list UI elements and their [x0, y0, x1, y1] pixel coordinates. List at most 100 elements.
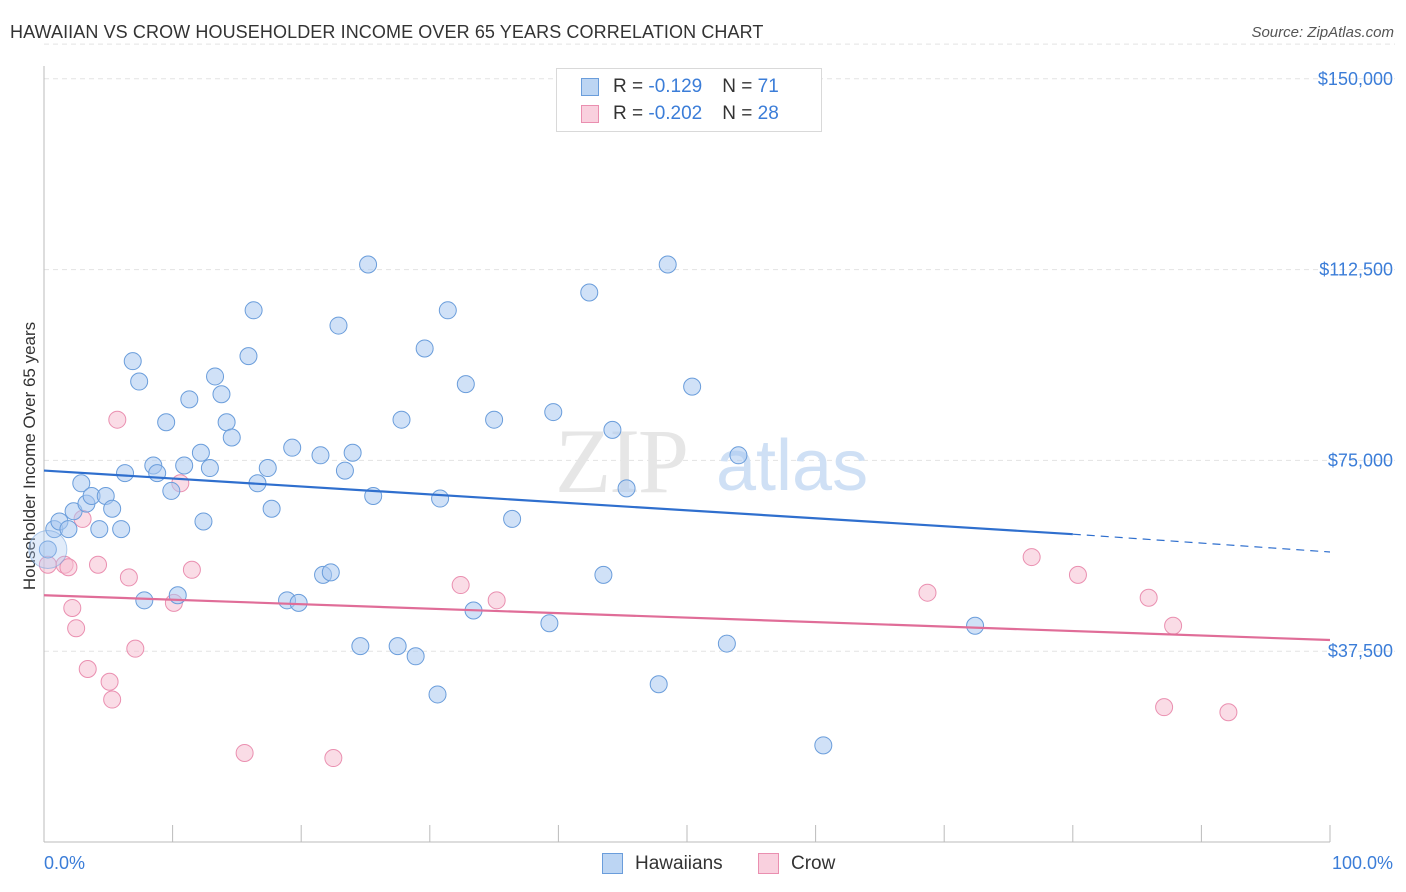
hawaiians-point: [392, 410, 411, 429]
hawaiians-point: [194, 512, 213, 531]
hawaiians-point: [388, 637, 407, 656]
hawaiians-point: [244, 301, 263, 320]
hawaiians-point: [191, 443, 210, 462]
hawaiians-point: [103, 499, 122, 518]
y-tick-labels: $37,500 $75,000 $112,500 $150,000: [1318, 69, 1393, 661]
hawaiians-legend-swatch: [602, 853, 623, 874]
hawaiians-point: [175, 456, 194, 475]
crow-point: [78, 660, 97, 679]
hawaiians-point: [212, 385, 231, 404]
hawaiians-point: [580, 283, 599, 302]
hawaiians-point: [180, 390, 199, 409]
crow-legend-swatch: [758, 853, 779, 874]
hawaiians-trendline: [43, 469, 1073, 536]
hawaiians-trendline-extension: [1072, 533, 1331, 553]
hawaiians-point: [438, 301, 457, 320]
n-value: 28: [757, 103, 779, 124]
crow-swatch: [581, 105, 599, 123]
crow-point: [487, 591, 506, 610]
hawaiians-point: [415, 339, 434, 358]
hawaiians-point: [162, 481, 181, 500]
y-tick-label: $37,500: [1328, 641, 1393, 661]
hawaiians-point: [814, 736, 833, 755]
hawaiians-point: [200, 459, 219, 478]
hawaiians-point: [112, 520, 131, 539]
crow-point: [59, 558, 78, 577]
crow-point: [451, 576, 470, 595]
hawaiians-point: [594, 565, 613, 584]
hawaiians-point: [658, 255, 677, 274]
axes: [43, 66, 1331, 843]
hawaiians-point: [116, 464, 135, 483]
hawaiians-point: [157, 413, 176, 432]
watermark-atlas: atlas: [716, 426, 868, 506]
stats-box: R = -0.129 N = 71 R = -0.202 N = 28: [556, 68, 822, 132]
crow-point: [324, 749, 343, 768]
hawaiians-point: [649, 675, 668, 694]
hawaiians-point: [683, 377, 702, 396]
crow-point: [235, 743, 254, 762]
hawaiians-point: [729, 446, 748, 465]
hawaiians-point: [431, 489, 450, 508]
crow-point: [1155, 698, 1174, 717]
stats-text: R = -0.129 N = 71: [613, 76, 779, 97]
hawaiians-point: [351, 637, 370, 656]
hawaiians-point: [503, 509, 522, 528]
r-value: -0.202: [648, 103, 703, 124]
crow-trendline: [43, 594, 1331, 642]
watermark-zip: ZIP: [555, 410, 687, 512]
hawaiians-point: [130, 372, 149, 391]
hawaiians-point: [217, 413, 236, 432]
hawaiians-point: [428, 685, 447, 704]
x-tick-labels: 0.0% 100.0%: [44, 853, 1393, 873]
hawaiians-point: [206, 367, 225, 386]
hawaiians-point: [90, 520, 109, 539]
hawaiians-point: [123, 352, 142, 371]
hawaiians-point: [262, 499, 281, 518]
hawaiians-point: [540, 614, 559, 633]
hawaiians-point: [456, 375, 475, 394]
crow-points: [38, 410, 1238, 768]
hawaiians-point: [72, 474, 91, 493]
hawaiians-point-large: [28, 529, 68, 569]
hawaiians-point: [321, 563, 340, 582]
hawaiians-point: [329, 316, 348, 335]
crow-point: [103, 690, 122, 709]
hawaiians-point: [38, 540, 57, 559]
hawaiians-point: [603, 420, 622, 439]
hawaiians-point: [544, 403, 563, 422]
crow-point: [119, 568, 138, 587]
crow-point: [182, 560, 201, 579]
crow-point: [1219, 703, 1238, 722]
crow-point: [1164, 616, 1183, 635]
y-tick-label: $150,000: [1318, 69, 1393, 89]
source-credit: Source: ZipAtlas.com: [1251, 24, 1394, 41]
crow-point: [89, 555, 108, 574]
trendlines: [43, 469, 1331, 642]
crow-point: [918, 583, 937, 602]
hawaiians-point: [335, 461, 354, 480]
y-tick-label: $75,000: [1328, 450, 1393, 470]
y-tick-label: $112,500: [1319, 260, 1393, 280]
hawaiians-point: [148, 464, 167, 483]
legend-label: Crow: [791, 853, 836, 874]
crow-point: [108, 410, 127, 429]
x-tick-label-max: 100.0%: [1332, 853, 1393, 873]
crow-point: [1139, 588, 1158, 607]
crow-point: [1022, 548, 1041, 567]
n-value: 71: [757, 76, 779, 97]
hawaiians-point: [258, 459, 277, 478]
chart-title: HAWAIIAN VS CROW HOUSEHOLDER INCOME OVER…: [10, 22, 764, 42]
hawaiians-point: [59, 520, 78, 539]
legend-label: Hawaiians: [635, 853, 723, 874]
crow-point: [126, 639, 145, 658]
hawaiians-point: [222, 428, 241, 447]
hawaiians-point: [239, 347, 258, 366]
hawaiians-point: [717, 634, 736, 653]
hawaiians-point: [406, 647, 425, 666]
hawaiians-point: [311, 446, 330, 465]
hawaiians-point: [966, 616, 985, 635]
hawaiians-swatch: [581, 78, 599, 96]
crow-point: [67, 619, 86, 638]
